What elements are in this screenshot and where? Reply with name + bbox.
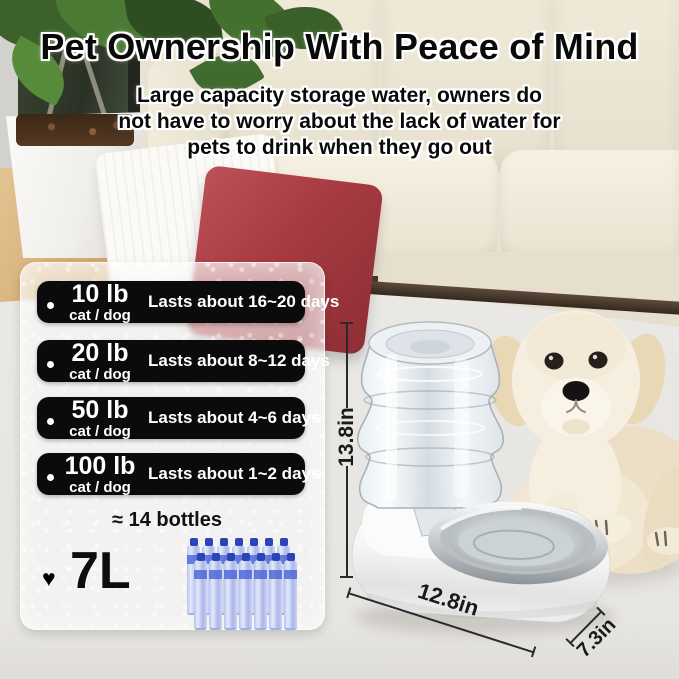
bullet-icon [47,417,54,425]
bullet-icon [47,473,54,481]
heart-icon: ♥ [42,565,56,591]
steel-bowl [428,501,608,585]
water-bottle-icon [209,553,222,630]
subtitle-line: Large capacity storage water, owners do [137,84,542,107]
water-bottle-icon [254,553,267,630]
weight-block: 10 lb cat / dog [58,279,142,324]
duration-label: Lasts about 8~12 days [148,351,330,370]
duration-label: Lasts about 4~6 days [148,408,321,427]
weight-value: 50 lb [71,395,129,424]
water-bottle-tank [357,321,504,509]
water-bottle-icon [284,553,297,630]
height-dimension-line [346,466,348,578]
couch-seat-cushion [500,150,679,264]
page-title: Pet Ownership With Peace of Mind [40,26,639,67]
animal-label: cat / dog [69,365,131,383]
weight-value: 100 lb [64,451,136,480]
bullet-icon [47,301,54,309]
water-bottle-icon [194,553,207,630]
animal-label: cat / dog [69,306,131,324]
animal-label: cat / dog [69,422,131,440]
page-subtitle: Large capacity storage water, owners do … [0,83,679,161]
water-bottle-icon [239,553,252,630]
capacity-label: 7L [70,542,131,600]
couch-back-cushion [554,0,679,172]
water-bottle-icon [269,553,282,630]
spec-row: 100 lb cat / dog Lasts about 1~2 days [37,451,320,496]
duration-label: Lasts about 16~20 days [148,292,340,311]
weight-value: 10 lb [71,279,129,308]
bullet-icon [47,360,54,368]
weight-value: 20 lb [71,338,129,367]
gravity-water-dispenser [351,321,611,623]
spec-row: 20 lb cat / dog Lasts about 8~12 days [37,338,330,383]
subtitle-line: pets to drink when they go out [187,136,492,159]
weight-block: 50 lb cat / dog [58,395,142,440]
water-bottle-icon [224,553,237,630]
height-dimension-line [346,322,348,408]
height-dimension-label: 13.8in [335,407,358,467]
bottle-row-front [194,553,304,632]
spec-row: 10 lb cat / dog Lasts about 16~20 days [37,279,339,324]
weight-block: 20 lb cat / dog [58,338,142,383]
duration-label: Lasts about 1~2 days [148,464,321,483]
animal-label: cat / dog [69,478,131,496]
dimension-tick [340,576,353,578]
dog-head [486,310,666,450]
plant-pot-soil [16,114,134,146]
bottles-equivalent-label: ≈ 14 bottles [112,509,222,531]
info-panel [20,262,325,630]
couch-back-cushion [382,0,550,172]
weight-block: 100 lb cat / dog [58,451,142,496]
subtitle-line: not have to worry about the lack of wate… [118,110,561,133]
spec-row: 50 lb cat / dog Lasts about 4~6 days [37,395,320,440]
